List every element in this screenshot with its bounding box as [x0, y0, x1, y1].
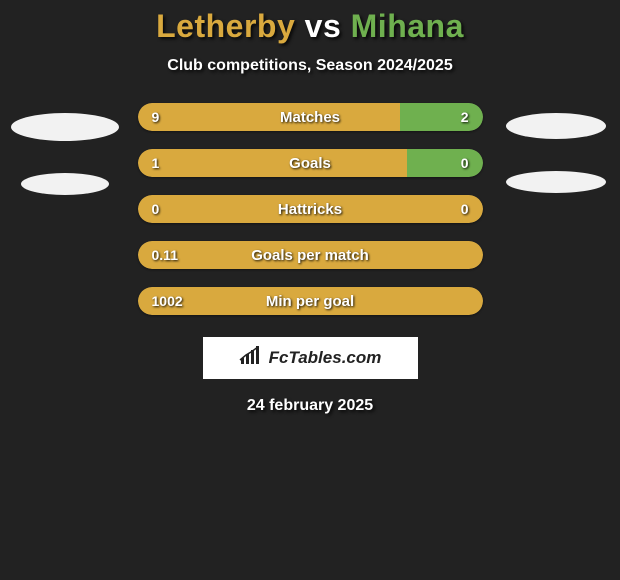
placeholder-ellipse: [11, 113, 119, 141]
page-title: Letherby vs Mihana: [0, 8, 620, 45]
stat-bar-p1-fill: [138, 195, 483, 223]
stat-bar-p2-fill: [407, 149, 483, 177]
comparison-bars: 92Matches 10Goals 00Hattricks 0.11Goals per…: [138, 103, 483, 315]
comparison-infographic: Letherby vs Mihana Club competitions, Se…: [0, 0, 620, 415]
stat-bar-p1-fill: [138, 287, 483, 315]
stat-bar: 92Matches: [138, 103, 483, 131]
brand-text: FcTables.com: [269, 348, 382, 368]
title-player1: Letherby: [156, 8, 295, 44]
title-vs: vs: [305, 8, 342, 44]
stat-bar: 1002Min per goal: [138, 287, 483, 315]
stat-bar-p1-fill: [138, 149, 407, 177]
stat-bar-p2-fill: [400, 103, 483, 131]
stats-area: 92Matches 10Goals 00Hattricks 0.11Goals per…: [0, 103, 620, 315]
placeholder-ellipse: [506, 171, 606, 193]
subtitle: Club competitions, Season 2024/2025: [0, 57, 620, 75]
brand-badge[interactable]: FcTables.com: [203, 337, 418, 379]
left-ellipse-column: [10, 103, 120, 195]
bar-chart-icon: [239, 346, 263, 371]
date-line: 24 february 2025: [0, 397, 620, 415]
stat-bar: 10Goals: [138, 149, 483, 177]
title-player2: Mihana: [351, 8, 464, 44]
placeholder-ellipse: [21, 173, 109, 195]
stat-bar-p1-fill: [138, 103, 400, 131]
placeholder-ellipse: [506, 113, 606, 139]
stat-bar: 0.11Goals per match: [138, 241, 483, 269]
right-ellipse-column: [501, 103, 611, 193]
stat-bar-p1-fill: [138, 241, 483, 269]
stat-bar: 00Hattricks: [138, 195, 483, 223]
